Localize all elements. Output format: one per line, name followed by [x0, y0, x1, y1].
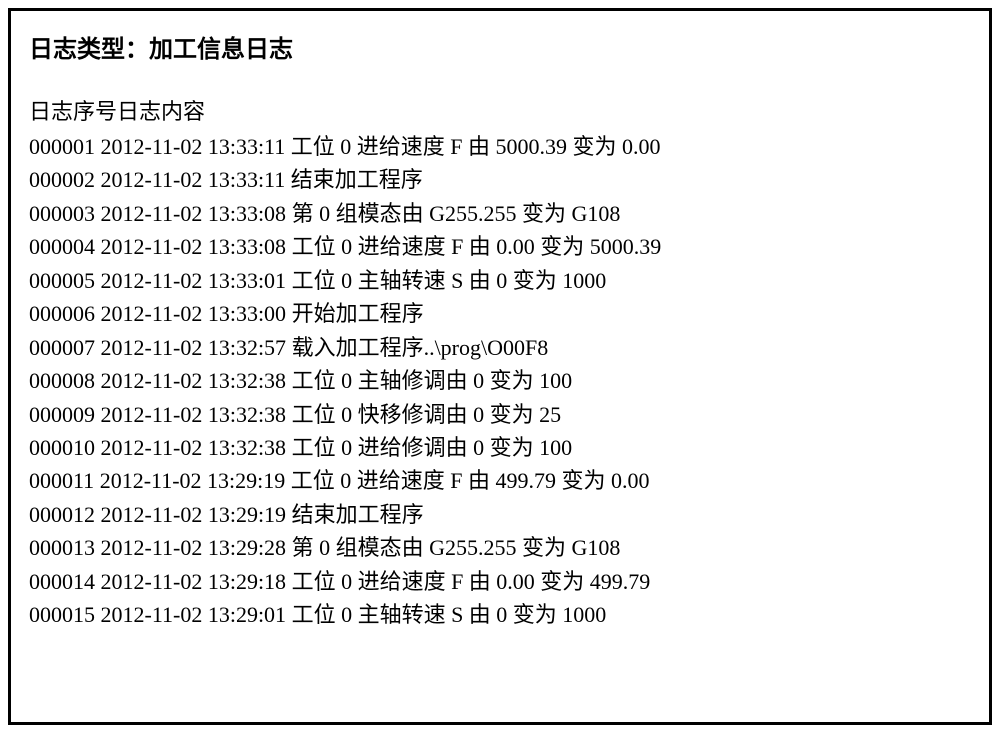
log-seq: 000010: [29, 435, 95, 460]
log-type-title: 日志类型：加工信息日志: [29, 29, 971, 64]
log-seq: 000002: [29, 167, 95, 192]
log-seq: 000011: [29, 468, 94, 493]
log-rows: 000001 2012-11-02 13:33:11 工位 0 进给速度 F 由…: [29, 130, 971, 632]
log-row: 000014 2012-11-02 13:29:18 工位 0 进给速度 F 由…: [29, 565, 971, 598]
log-row: 000004 2012-11-02 13:33:08 工位 0 进给速度 F 由…: [29, 230, 971, 263]
log-content: 开始加工程序: [292, 301, 424, 326]
log-timestamp: 2012-11-02 13:32:57: [101, 335, 287, 360]
log-row: 000005 2012-11-02 13:33:01 工位 0 主轴转速 S 由…: [29, 264, 971, 297]
log-seq: 000015: [29, 602, 95, 627]
log-row: 000008 2012-11-02 13:32:38 工位 0 主轴修调由 0 …: [29, 364, 971, 397]
log-row: 000015 2012-11-02 13:29:01 工位 0 主轴转速 S 由…: [29, 598, 971, 631]
log-seq: 000012: [29, 502, 95, 527]
log-content: 工位 0 主轴修调由 0 变为 100: [292, 368, 573, 393]
log-row: 000009 2012-11-02 13:32:38 工位 0 快移修调由 0 …: [29, 398, 971, 431]
log-timestamp: 2012-11-02 13:33:01: [101, 268, 287, 293]
log-seq: 000003: [29, 201, 95, 226]
log-content: 结束加工程序: [291, 167, 423, 192]
log-timestamp: 2012-11-02 13:33:11: [101, 167, 286, 192]
log-row: 000006 2012-11-02 13:33:00 开始加工程序: [29, 297, 971, 330]
log-row: 000013 2012-11-02 13:29:28 第 0 组模态由 G255…: [29, 531, 971, 564]
log-seq: 000001: [29, 134, 95, 159]
log-content: 结束加工程序: [292, 502, 424, 527]
log-timestamp: 2012-11-02 13:32:38: [101, 368, 287, 393]
log-seq: 000006: [29, 301, 95, 326]
log-content: 工位 0 主轴转速 S 由 0 变为 1000: [292, 602, 607, 627]
log-timestamp: 2012-11-02 13:33:11: [101, 134, 286, 159]
log-seq: 000014: [29, 569, 95, 594]
log-seq: 000005: [29, 268, 95, 293]
log-timestamp: 2012-11-02 13:29:18: [101, 569, 287, 594]
log-content: 工位 0 主轴转速 S 由 0 变为 1000: [292, 268, 607, 293]
log-content: 载入加工程序..\prog\O00F8: [292, 335, 549, 360]
log-seq: 000013: [29, 535, 95, 560]
log-row: 000012 2012-11-02 13:29:19 结束加工程序: [29, 498, 971, 531]
log-seq: 000004: [29, 234, 95, 259]
log-seq: 000007: [29, 335, 95, 360]
log-timestamp: 2012-11-02 13:29:19: [101, 502, 287, 527]
log-row: 000010 2012-11-02 13:32:38 工位 0 进给修调由 0 …: [29, 431, 971, 464]
log-timestamp: 2012-11-02 13:29:01: [101, 602, 287, 627]
log-content: 工位 0 进给速度 F 由 0.00 变为 5000.39: [292, 234, 662, 259]
log-row: 000003 2012-11-02 13:33:08 第 0 组模态由 G255…: [29, 197, 971, 230]
log-timestamp: 2012-11-02 13:32:38: [101, 402, 287, 427]
log-row: 000001 2012-11-02 13:33:11 工位 0 进给速度 F 由…: [29, 130, 971, 163]
log-panel: 日志类型：加工信息日志 日志序号日志内容 000001 2012-11-02 1…: [8, 8, 992, 725]
log-timestamp: 2012-11-02 13:33:08: [101, 234, 287, 259]
log-timestamp: 2012-11-02 13:33:08: [101, 201, 287, 226]
header-seq-label: 日志序号: [29, 99, 117, 124]
header-content-label: 日志内容: [117, 99, 205, 124]
log-content: 工位 0 进给速度 F 由 5000.39 变为 0.00: [291, 134, 661, 159]
log-content: 工位 0 快移修调由 0 变为 25: [292, 402, 562, 427]
log-row: 000002 2012-11-02 13:33:11 结束加工程序: [29, 163, 971, 196]
log-header-row: 日志序号日志内容: [29, 94, 971, 126]
log-timestamp: 2012-11-02 13:29:19: [100, 468, 286, 493]
log-content: 第 0 组模态由 G255.255 变为 G108: [292, 535, 621, 560]
log-row: 000011 2012-11-02 13:29:19 工位 0 进给速度 F 由…: [29, 464, 971, 497]
log-seq: 000009: [29, 402, 95, 427]
log-content: 工位 0 进给速度 F 由 499.79 变为 0.00: [291, 468, 650, 493]
log-seq: 000008: [29, 368, 95, 393]
log-timestamp: 2012-11-02 13:29:28: [101, 535, 287, 560]
log-timestamp: 2012-11-02 13:33:00: [101, 301, 287, 326]
log-content: 第 0 组模态由 G255.255 变为 G108: [292, 201, 621, 226]
log-content: 工位 0 进给修调由 0 变为 100: [292, 435, 573, 460]
log-row: 000007 2012-11-02 13:32:57 载入加工程序..\prog…: [29, 331, 971, 364]
log-content: 工位 0 进给速度 F 由 0.00 变为 499.79: [292, 569, 651, 594]
log-timestamp: 2012-11-02 13:32:38: [101, 435, 287, 460]
